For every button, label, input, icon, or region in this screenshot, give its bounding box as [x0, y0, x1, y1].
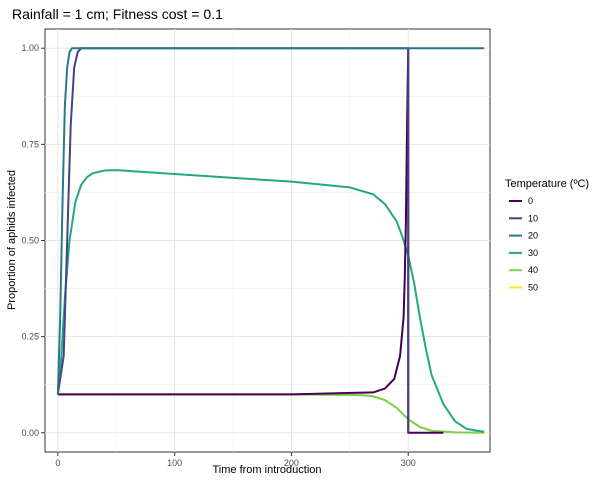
y-axis-label: Proportion of aphids infected [6, 170, 18, 310]
legend: Temperature (ºC) 0 10 20 30 40 50 [505, 178, 589, 293]
x-axis: 0 100 200 300 [55, 452, 416, 468]
grid-minor [45, 29, 490, 452]
series-line-0 [57, 47, 444, 434]
legend-items: 0 10 20 30 40 50 [509, 196, 538, 293]
legend-label-0: 0 [528, 196, 533, 206]
chart-title: Rainfall = 1 cm; Fitness cost = 0.1 [12, 6, 223, 22]
legend-label-30: 30 [528, 248, 538, 258]
x-tick-label: 0 [55, 458, 60, 468]
x-tick-label: 200 [284, 458, 299, 468]
legend-label-40: 40 [528, 265, 538, 275]
series-layer [56, 47, 485, 434]
x-axis-label: Time from introduction [212, 464, 321, 476]
series-line-30 [56, 169, 485, 433]
x-tick-label: 300 [401, 458, 416, 468]
y-axis: 0.00 0.25 0.50 0.75 1.00 [21, 43, 45, 438]
y-tick-label: 0.00 [21, 428, 39, 438]
series-line-20 [56, 47, 485, 395]
legend-label-20: 20 [528, 231, 538, 241]
y-tick-label: 0.50 [21, 236, 39, 246]
y-tick-label: 0.75 [21, 139, 39, 149]
y-tick-label: 0.25 [21, 332, 39, 342]
legend-label-10: 10 [528, 213, 538, 223]
x-tick-label: 100 [167, 458, 182, 468]
y-tick-label: 1.00 [21, 43, 39, 53]
legend-title: Temperature (ºC) [505, 178, 589, 190]
legend-label-50: 50 [528, 283, 538, 293]
